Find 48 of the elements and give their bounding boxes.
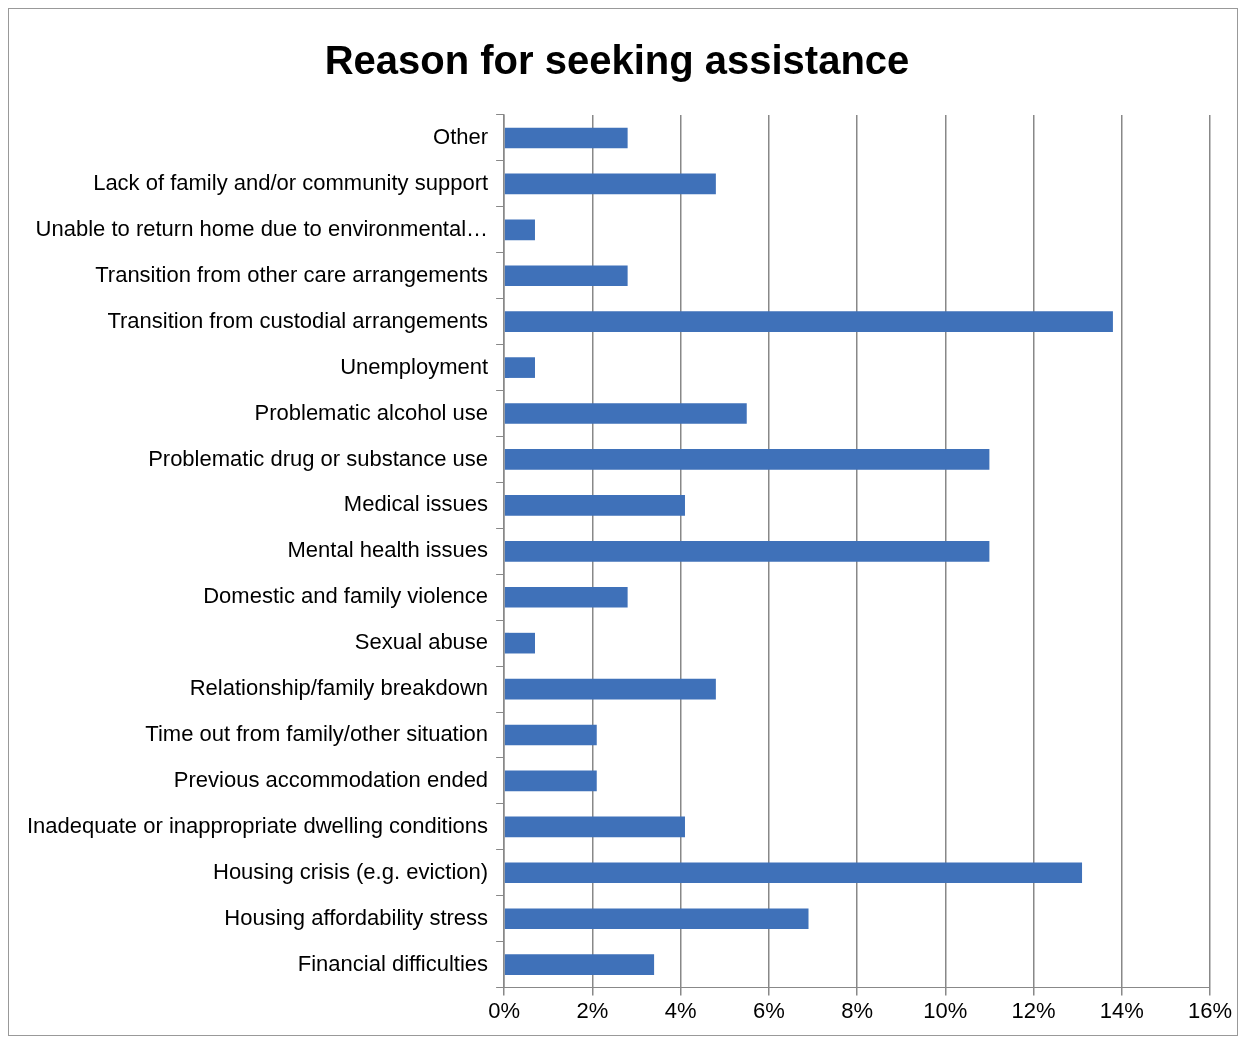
bar bbox=[504, 265, 628, 287]
bar bbox=[504, 495, 685, 516]
bar bbox=[504, 586, 628, 608]
bar bbox=[504, 816, 685, 838]
y-tick-label: Unable to return home due to environmental… bbox=[35, 215, 489, 241]
bar bbox=[504, 173, 716, 195]
chart-title: Reason for seeking assistance bbox=[324, 38, 910, 83]
y-tick-label: Relationship/family breakdown bbox=[189, 675, 489, 701]
x-tick-label: 8% bbox=[841, 997, 873, 1023]
y-tick-label: Problematic alcohol use bbox=[254, 399, 489, 425]
bar bbox=[504, 449, 990, 470]
x-tick-label: 2% bbox=[576, 997, 609, 1023]
bar bbox=[504, 403, 747, 424]
x-tick-label: 10% bbox=[923, 997, 968, 1023]
bar bbox=[504, 724, 597, 746]
bar bbox=[504, 770, 597, 792]
bar bbox=[504, 219, 535, 241]
x-tick-label: 12% bbox=[1011, 997, 1056, 1023]
y-tick-label: Housing affordability stress bbox=[224, 904, 489, 930]
bar bbox=[504, 127, 628, 149]
y-tick-label: Mental health issues bbox=[287, 537, 489, 563]
y-tick-label: Sexual abuse bbox=[354, 629, 489, 655]
y-tick-label: Unemployment bbox=[340, 353, 489, 379]
x-tick-label: 4% bbox=[664, 997, 697, 1023]
y-tick-label: Lack of family and/or community support bbox=[93, 169, 489, 195]
y-tick-label: Time out from family/other situation bbox=[145, 721, 489, 747]
y-tick-label: Transition from other care arrangements bbox=[95, 261, 489, 287]
x-tick-label: 6% bbox=[752, 997, 785, 1023]
y-tick-label: Problematic drug or substance use bbox=[148, 445, 489, 471]
bar bbox=[504, 540, 990, 562]
y-tick-label: Domestic and family violence bbox=[203, 583, 489, 609]
bar bbox=[504, 311, 1113, 332]
x-tick-label: 0% bbox=[488, 997, 520, 1023]
bar bbox=[504, 357, 535, 378]
bar bbox=[504, 954, 655, 975]
x-tick-label: 16% bbox=[1187, 997, 1233, 1023]
y-tick-label: Housing crisis (e.g. eviction) bbox=[212, 858, 489, 884]
y-tick-label: Other bbox=[433, 124, 489, 150]
bar bbox=[504, 678, 716, 700]
y-tick-label: Previous accommodation ended bbox=[173, 766, 489, 792]
bar bbox=[504, 908, 809, 930]
bar bbox=[504, 632, 535, 654]
x-tick-label: 14% bbox=[1099, 997, 1144, 1023]
bar bbox=[504, 862, 1083, 884]
y-tick-label: Financial difficulties bbox=[297, 950, 489, 976]
y-tick-label: Transition from custodial arrangements bbox=[107, 307, 489, 333]
y-tick-label: Inadequate or inappropriate dwelling conditions bbox=[26, 812, 489, 838]
y-tick-label: Medical issues bbox=[343, 491, 489, 517]
